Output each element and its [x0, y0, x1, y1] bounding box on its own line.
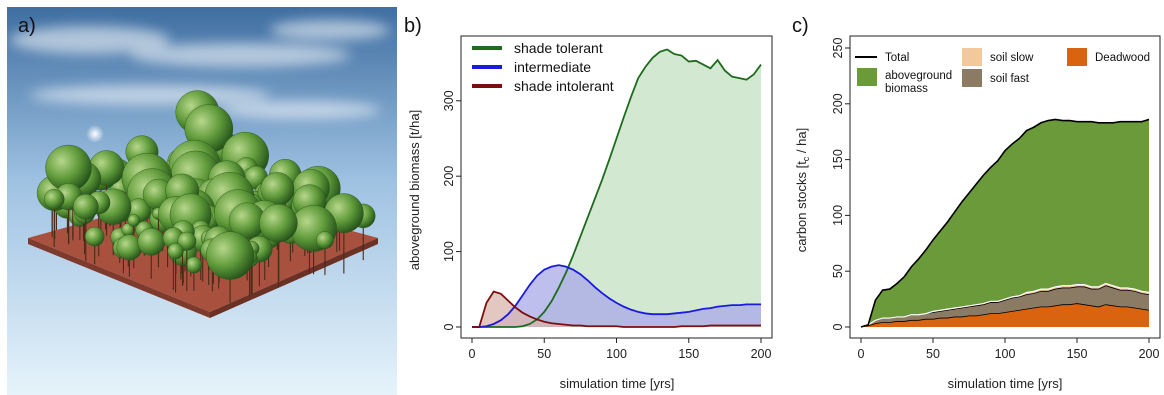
tree-crown — [167, 243, 184, 260]
ground-plate-side-right — [210, 238, 378, 318]
panel-c-y-axis-label: carbon stocks [tc / ha] — [794, 128, 811, 252]
panel-b-y-tick-label: 300 — [442, 90, 456, 111]
panel-c-x-tick-label: 100 — [995, 347, 1016, 361]
tree-crown — [84, 226, 105, 247]
panel-c-x-tick-label: 150 — [1067, 347, 1088, 361]
total-legend-label: Total — [885, 52, 909, 64]
panel-b-letter: b) — [404, 15, 422, 37]
deadwood-legend-label: Deadwood — [1095, 52, 1150, 64]
soil-slow-legend-label: soil slow — [990, 52, 1034, 64]
tree-crown — [127, 214, 141, 227]
panel-c-y-axis-label-end: / ha] — [794, 128, 809, 157]
panel-c-y-tick-label: 50 — [831, 264, 845, 278]
panel-b-y-tick-label: 0 — [442, 323, 456, 330]
tree-crown — [43, 188, 65, 210]
panel-c-y-tick-label: 250 — [831, 38, 845, 59]
intermediate-line — [472, 264, 761, 328]
intermediate-legend-label: intermediate — [514, 59, 591, 75]
soil-slow-top-edge — [860, 282, 1150, 328]
panel-b-x-axis-label: simulation time [yrs] — [560, 376, 675, 391]
total-line — [860, 118, 1150, 328]
soil-slow-legend-swatch — [962, 48, 982, 66]
panel-c-x-tick-label: 50 — [926, 347, 940, 361]
aboveground-biomass-legend-label-line2: biomass — [885, 83, 928, 95]
panel-c-x-tick-label: 0 — [858, 347, 865, 361]
panel-b-x-tick-label: 0 — [469, 347, 476, 361]
shade-intolerant-legend-label: shade intolerant — [514, 78, 614, 94]
panel-b-x-tick-label: 150 — [678, 347, 699, 361]
panel-c-axes: 0 50 100 150 200 250 0 50 100 150 200 — [831, 35, 1161, 361]
panel-c-y-tick-label: 150 — [831, 149, 845, 170]
panel-b-y-axis-label: aboveground biomass [t/ha] — [407, 110, 422, 270]
shade-tolerant-legend-label: shade tolerant — [514, 40, 603, 56]
tree-crown — [205, 231, 255, 280]
tree-crown — [316, 231, 334, 249]
shade-intolerant-area — [472, 291, 761, 327]
aboveground-biomass-legend-swatch — [857, 68, 877, 86]
aboveground-biomass-area — [861, 119, 1149, 327]
panel-b-x-tick-label: 200 — [751, 347, 772, 361]
tree-crown — [72, 193, 99, 220]
aboveground-biomass-legend-label-line1: aboveground — [885, 70, 952, 82]
panel-b-legend: shade tolerant intermediate shade intolera… — [472, 40, 614, 94]
deadwood-area — [861, 303, 1149, 327]
panel-c-y-tick-label: 100 — [831, 205, 845, 226]
forest-trees — [36, 90, 376, 303]
panel-b-y-tick-label: 100 — [442, 241, 456, 262]
panel-c-y-axis-label-main: carbon stocks [t — [794, 161, 809, 252]
panel-b-plot-frame — [460, 35, 773, 339]
panel-b-x-tick-label: 100 — [606, 347, 627, 361]
tree-crown — [185, 256, 203, 274]
panel-c-x-tick-label: 200 — [1139, 347, 1160, 361]
panel-c-letter: c) — [792, 15, 809, 37]
panel-b-y-tick-label: 200 — [442, 166, 456, 187]
shade-tolerant-line — [472, 48, 762, 328]
panel-c-stacked-areas — [861, 119, 1149, 327]
ground-plate-side-left — [28, 238, 210, 318]
clouds — [10, 20, 390, 119]
panel-c-carbon-chart: c) 0 50 100 150 200 250 0 50 100 150 200 Total abov… — [792, 15, 1161, 391]
deadwood-top-edge — [860, 303, 1150, 328]
panel-b-axes: 0 100 200 300 0 50 100 150 200 — [442, 35, 773, 361]
panel-c-plot-frame — [849, 35, 1161, 339]
shade-tolerant-area — [472, 49, 761, 327]
panel-a-forest-render: a) — [7, 7, 397, 395]
panel-c-outline-lines — [860, 118, 1150, 328]
panel-c-y-axis-label-subscript: c — [801, 156, 811, 161]
soil-fast-legend-label: soil fast — [990, 73, 1030, 85]
panel-b-series-lines — [472, 48, 762, 328]
tree-crown — [177, 231, 197, 251]
deadwood-legend-swatch — [1067, 48, 1087, 66]
panel-b-biomass-chart: b) 0 100 200 300 0 50 100 150 200 shade tolerant… — [404, 15, 773, 391]
panel-c-y-tick-label: 200 — [831, 93, 845, 114]
panel-c-x-axis-label: simulation time [yrs] — [948, 376, 1063, 391]
soil-fast-legend-swatch — [962, 69, 982, 87]
panel-c-y-tick-label: 0 — [831, 323, 845, 330]
shade-intolerant-line — [472, 290, 761, 328]
tree-crown — [137, 227, 166, 256]
panel-b-x-tick-label: 50 — [537, 347, 551, 361]
soil-fast-area — [861, 285, 1149, 327]
tree-crown — [259, 203, 298, 243]
panel-a-letter: a) — [18, 15, 36, 37]
sun-icon — [86, 125, 104, 143]
